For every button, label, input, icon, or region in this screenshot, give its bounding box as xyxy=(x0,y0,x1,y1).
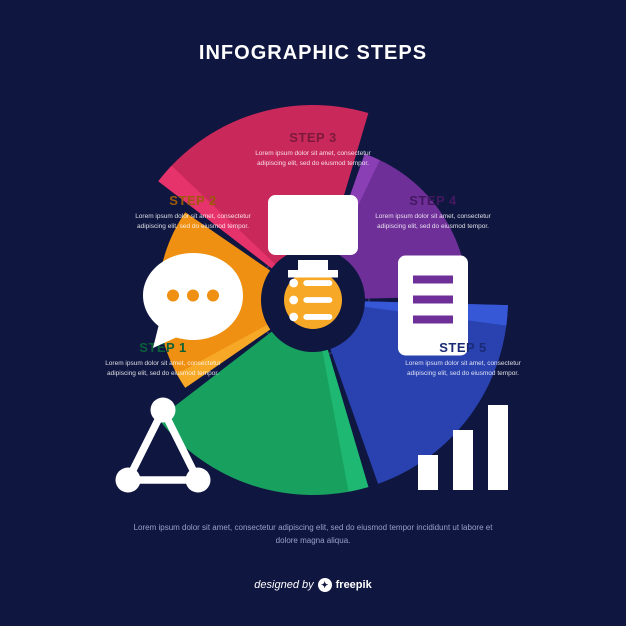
page-title: INFOGRAPHIC STEPS xyxy=(0,42,626,65)
segment-label: STEP 5 xyxy=(403,340,523,355)
segment-body: Lorem ipsum dolor sit amet, consectetur … xyxy=(373,212,493,232)
attribution-brand: freepik xyxy=(336,579,372,591)
segment-content-2: STEP 2 Lorem ipsum dolor sit amet, consec… xyxy=(133,193,253,358)
segment-content-3: STEP 3 Lorem ipsum dolor sit amet, consec… xyxy=(253,130,373,295)
segment-content-1: STEP 1Lorem ipsum dolor sit amet, consec… xyxy=(103,340,223,505)
footer-text: Lorem ipsum dolor sit amet, consectetur … xyxy=(130,522,496,548)
segment-label: STEP 2 xyxy=(133,193,253,208)
segment-body: Lorem ipsum dolor sit amet, consectetur … xyxy=(403,359,523,379)
segment-content-5: STEP 5 Lorem ipsum dolor sit amet, consec… xyxy=(403,340,523,505)
segment-label: STEP 3 xyxy=(253,130,373,145)
segment-body: Lorem ipsum dolor sit amet, consectetur … xyxy=(253,149,373,169)
infographic-wheel: STEP 1Lorem ipsum dolor sit amet, consec… xyxy=(113,100,513,500)
chat-icon xyxy=(133,238,253,358)
network-icon xyxy=(103,385,223,505)
monitor-icon xyxy=(253,175,373,295)
segment-label: STEP 4 xyxy=(373,193,493,208)
segment-body: Lorem ipsum dolor sit amet, consectetur … xyxy=(103,359,223,379)
attribution: designed by ✦ freepik xyxy=(0,578,626,592)
segment-body: Lorem ipsum dolor sit amet, consectetur … xyxy=(133,212,253,232)
freepik-logo-icon: ✦ xyxy=(318,578,332,592)
attribution-prefix: designed by xyxy=(254,579,313,591)
bars-icon xyxy=(403,385,523,505)
